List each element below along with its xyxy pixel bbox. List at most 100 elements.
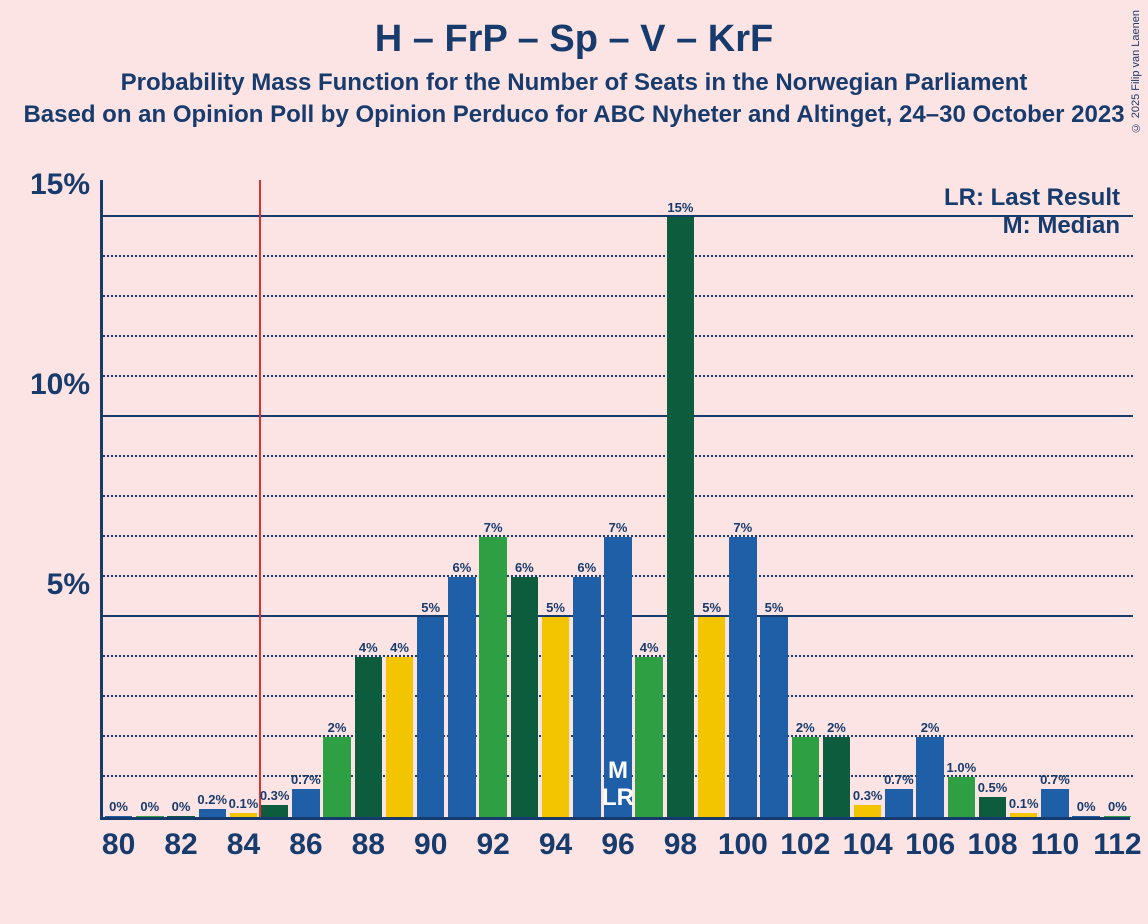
bar-value-label: 5%	[421, 600, 440, 615]
x-tick-label: 110	[1031, 828, 1079, 862]
bar-value-label: 0%	[1077, 799, 1096, 814]
bar: 0.7%	[292, 789, 319, 817]
legend-lr: LR: Last Result	[944, 184, 1120, 212]
bar-value-label: 7%	[484, 520, 503, 535]
bar: 2%	[916, 737, 943, 817]
bar: 6%	[448, 577, 475, 817]
copyright-text: © 2025 Filip van Laenen	[1130, 10, 1142, 133]
bar-value-label: 5%	[702, 600, 721, 615]
x-tick-label: 112	[1093, 828, 1141, 862]
bar: 4%	[635, 657, 662, 817]
majority-threshold-line	[259, 180, 261, 817]
bar-value-label: 2%	[796, 720, 815, 735]
grid-minor	[103, 295, 1133, 297]
bar-value-label: 0.2%	[197, 792, 227, 807]
bar: 5%	[760, 617, 787, 817]
x-tick-label: 106	[905, 828, 955, 862]
bar-value-label: 0.7%	[1040, 772, 1070, 787]
x-tick-label: 86	[289, 828, 322, 862]
grid-minor	[103, 495, 1133, 497]
bar: 5%	[542, 617, 569, 817]
chart-area: 5%10%15%0%0%0%0.2%0.1%0.3%0.7%2%4%4%5%6%…	[100, 180, 1130, 820]
grid-minor	[103, 255, 1133, 257]
bar-value-label: 5%	[546, 600, 565, 615]
bar-value-label: 0.3%	[260, 788, 290, 803]
bar: 7%	[729, 537, 756, 817]
bar-value-label: 0%	[172, 799, 191, 814]
bar: 2%	[323, 737, 350, 817]
x-tick-label: 96	[601, 828, 634, 862]
bar: 0.3%	[261, 805, 288, 817]
x-tick-label: 102	[780, 828, 830, 862]
bar: 0.7%	[885, 789, 912, 817]
bar: 0.3%	[854, 805, 881, 817]
bar-value-label: 4%	[359, 640, 378, 655]
bar-value-label: 6%	[515, 560, 534, 575]
bar: 0.2%	[199, 809, 226, 817]
bar: 6%	[511, 577, 538, 817]
bar-value-label: 15%	[667, 200, 693, 215]
bar-value-label: 6%	[577, 560, 596, 575]
bar-value-label: 0.1%	[229, 796, 259, 811]
chart-title: H – FrP – Sp – V – KrF	[0, 0, 1148, 61]
grid-minor	[103, 335, 1133, 337]
y-tick-label: 15%	[30, 168, 90, 202]
bar: 0.5%	[979, 797, 1006, 817]
x-tick-label: 100	[718, 828, 768, 862]
bar: 0%	[1104, 816, 1131, 817]
grid-major	[103, 415, 1133, 417]
bar: 0%	[105, 816, 132, 817]
grid-minor	[103, 455, 1133, 457]
x-tick-label: 90	[414, 828, 447, 862]
x-tick-label: 98	[664, 828, 697, 862]
x-tick-label: 84	[227, 828, 260, 862]
legend: LR: Last Result M: Median	[944, 184, 1120, 240]
chart-subtitle-2: Based on an Opinion Poll by Opinion Perd…	[0, 101, 1148, 129]
bar-value-label: 2%	[827, 720, 846, 735]
bar: 2%	[823, 737, 850, 817]
bar-value-label: 7%	[609, 520, 628, 535]
plot-area: 5%10%15%0%0%0%0.2%0.1%0.3%0.7%2%4%4%5%6%…	[100, 180, 1130, 820]
x-tick-label: 82	[164, 828, 197, 862]
bar-value-label: 0.3%	[853, 788, 883, 803]
bar: 5%	[417, 617, 444, 817]
x-tick-label: 92	[476, 828, 509, 862]
bar: 0.7%	[1041, 789, 1068, 817]
bar-value-label: 5%	[765, 600, 784, 615]
bar: 7%MLR	[604, 537, 631, 817]
median-lr-marker: MLR	[602, 758, 634, 811]
bar-value-label: 2%	[921, 720, 940, 735]
bar: 6%	[573, 577, 600, 817]
bar: 0.1%	[1010, 813, 1037, 817]
bar: 0.1%	[230, 813, 257, 817]
bar: 5%	[698, 617, 725, 817]
bar-value-label: 0%	[140, 799, 159, 814]
bar-value-label: 7%	[733, 520, 752, 535]
bar: 7%	[479, 537, 506, 817]
bar: 0%	[1072, 816, 1099, 817]
y-tick-label: 10%	[30, 368, 90, 402]
y-tick-label: 5%	[47, 568, 90, 602]
x-tick-label: 108	[968, 828, 1018, 862]
bar-value-label: 0.1%	[1009, 796, 1039, 811]
bar-value-label: 0%	[1108, 799, 1127, 814]
bar: 4%	[386, 657, 413, 817]
bar: 0%	[167, 816, 194, 817]
legend-m: M: Median	[944, 212, 1120, 240]
bar-value-label: 4%	[640, 640, 659, 655]
bar: 0%	[136, 816, 163, 817]
x-tick-label: 80	[102, 828, 135, 862]
x-tick-label: 88	[352, 828, 385, 862]
bar: 2%	[792, 737, 819, 817]
bar: 4%	[355, 657, 382, 817]
x-tick-label: 104	[843, 828, 893, 862]
bar-value-label: 0.7%	[291, 772, 321, 787]
bar-value-label: 0.7%	[884, 772, 914, 787]
bar-value-label: 0.5%	[978, 780, 1008, 795]
bar-value-label: 1.0%	[946, 760, 976, 775]
bar-value-label: 6%	[453, 560, 472, 575]
grid-minor	[103, 375, 1133, 377]
bar: 1.0%	[948, 777, 975, 817]
chart-subtitle: Probability Mass Function for the Number…	[0, 69, 1148, 97]
bar-value-label: 2%	[328, 720, 347, 735]
